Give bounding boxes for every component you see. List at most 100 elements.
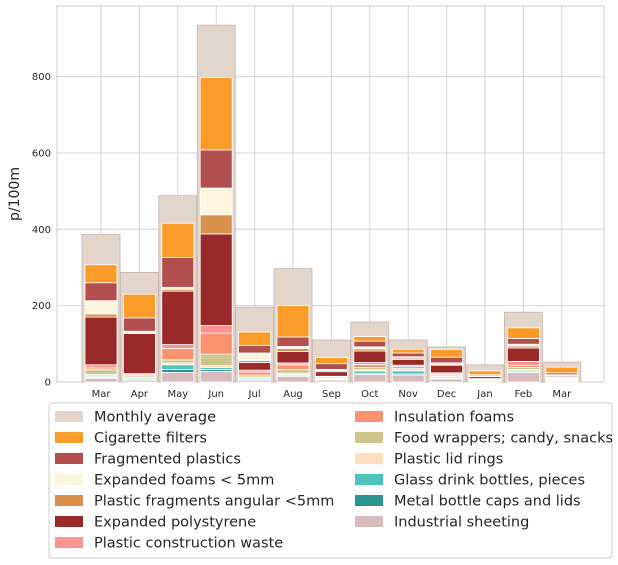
stacked-bar-segment xyxy=(161,369,195,373)
legend-item: Expanded foams < 5mm xyxy=(55,473,274,489)
stacked-bar-segment xyxy=(161,359,195,364)
stacked-bar-segment xyxy=(161,257,195,288)
stacked-bar-segment xyxy=(199,76,233,151)
stacked-bar-segment xyxy=(84,264,118,284)
legend-swatch xyxy=(355,432,383,443)
stacked-bar-segment xyxy=(84,377,118,383)
stacked-bar-segment xyxy=(506,372,540,383)
x-tick-label: Dec xyxy=(437,389,456,400)
stacked-bar-segment xyxy=(506,338,540,345)
stacked-bar-segment xyxy=(199,370,233,383)
legend-label: Insulation foams xyxy=(394,410,514,426)
stacked-category-bars xyxy=(84,76,579,383)
x-tick-labels: Mar Apr May Jun Jul Aug Sep Oct Nov Dec Jan Feb Mar xyxy=(92,389,573,400)
x-tick-label: Apr xyxy=(131,389,149,400)
stacked-bar-segment xyxy=(353,340,387,348)
legend-item: Insulation foams xyxy=(355,410,514,426)
stacked-bar-segment xyxy=(391,348,425,354)
stacked-bar-segment xyxy=(199,325,233,334)
stacked-bar-segment xyxy=(506,360,540,366)
legend-label: Fragmented plastics xyxy=(94,452,241,468)
x-tick-label: Feb xyxy=(515,389,533,400)
legend-label: Monthly average xyxy=(94,410,216,426)
legend-swatch xyxy=(55,453,83,464)
stacked-bar-segment xyxy=(84,369,118,375)
stacked-bar-segment xyxy=(506,327,540,339)
legend-swatch xyxy=(55,516,83,527)
y-tick-label: 0 xyxy=(45,378,51,389)
stacked-bar-segment xyxy=(199,332,233,355)
legend-swatch xyxy=(355,411,383,422)
legend-item: Industrial sheeting xyxy=(355,515,529,531)
y-tick-labels: 0 200 400 600 800 xyxy=(32,72,51,388)
legend-label: Expanded foams < 5mm xyxy=(94,473,274,489)
legend-frame xyxy=(48,402,613,559)
stacked-bar-segment xyxy=(238,362,272,371)
stacked-bar-segment xyxy=(238,352,272,362)
stacked-bar-segment xyxy=(238,331,272,346)
stacked-bar-segment xyxy=(430,349,464,358)
stacked-bar-segment xyxy=(314,357,348,365)
x-tick-label: Sep xyxy=(322,389,341,400)
legend-label: Industrial sheeting xyxy=(394,515,529,531)
stacked-bar-segment xyxy=(468,370,502,376)
stacked-bar-segment xyxy=(430,364,464,374)
legend-item: Glass drink bottles, pieces xyxy=(355,473,585,489)
legend-item: Plastic construction waste xyxy=(55,536,283,552)
legend-swatch xyxy=(55,474,83,485)
legend-label: Plastic fragments angular <5mm xyxy=(94,494,334,510)
stacked-bar-segment xyxy=(199,187,233,216)
stacked-bar-segment xyxy=(430,356,464,364)
stacked-bar-segment xyxy=(353,373,387,383)
stacked-bar-segment xyxy=(353,364,387,368)
stacked-bar-segment xyxy=(161,364,195,370)
stacked-bar-segment xyxy=(161,222,195,258)
legend-swatch xyxy=(55,537,83,548)
y-tick-label: 400 xyxy=(32,225,51,236)
stacked-bar-segment xyxy=(276,375,310,383)
x-tick-label: Nov xyxy=(398,389,418,400)
legend-label: Food wrappers; candy, snacks xyxy=(394,431,613,447)
stacked-bar-segment xyxy=(161,290,195,345)
legend-label: Cigarette filters xyxy=(94,431,207,447)
stacked-bar-segment xyxy=(123,333,156,375)
stacked-bar-segment xyxy=(353,350,387,363)
stacked-bar-segment xyxy=(199,149,233,189)
stacked-bar-segment xyxy=(276,369,310,374)
legend-item: Plastic fragments angular <5mm xyxy=(55,494,334,510)
stacked-bar-segment xyxy=(276,336,310,347)
x-tick-label: Jul xyxy=(248,389,261,400)
x-tick-label: Jun xyxy=(207,389,224,400)
stacked-bar-segment xyxy=(545,366,579,374)
stacked-bar-segment xyxy=(276,305,310,338)
stacked-bar-segment xyxy=(276,351,310,364)
y-tick-label: 200 xyxy=(32,301,51,312)
legend-item: Monthly average xyxy=(55,410,216,426)
stacked-bar-segment xyxy=(276,348,310,352)
y-axis-label: p/100m xyxy=(7,167,23,221)
stacked-bar-segment xyxy=(430,378,464,383)
legend-item: Cigarette filters xyxy=(55,431,207,447)
legend-label: Glass drink bottles, pieces xyxy=(394,473,585,489)
stacked-bar-segment xyxy=(276,364,310,370)
legend-swatch xyxy=(355,453,383,464)
stacked-bar-segment xyxy=(391,359,425,366)
legend-item: Expanded polystyrene xyxy=(55,515,256,531)
stacked-bar-segment xyxy=(199,353,233,366)
stacked-bar-segment xyxy=(161,344,195,349)
stacked-bar-segment xyxy=(314,371,348,377)
legend-item: Food wrappers; candy, snacks xyxy=(355,431,613,447)
stacked-bar-segment xyxy=(161,348,195,361)
stacked-bar-segment xyxy=(353,336,387,342)
x-tick-label: Aug xyxy=(283,389,303,400)
legend-item: Plastic lid rings xyxy=(355,452,503,468)
stacked-bar-segment xyxy=(199,233,233,326)
y-tick-label: 800 xyxy=(32,72,51,83)
legend-item: Metal bottle caps and lids xyxy=(355,494,581,510)
stacked-bar-segment xyxy=(84,313,118,318)
legend-swatch xyxy=(355,516,383,527)
x-tick-label: Mar xyxy=(552,389,572,400)
x-tick-label: Oct xyxy=(361,389,378,400)
legend: Monthly average Cigarette filters Fragment… xyxy=(48,402,613,559)
